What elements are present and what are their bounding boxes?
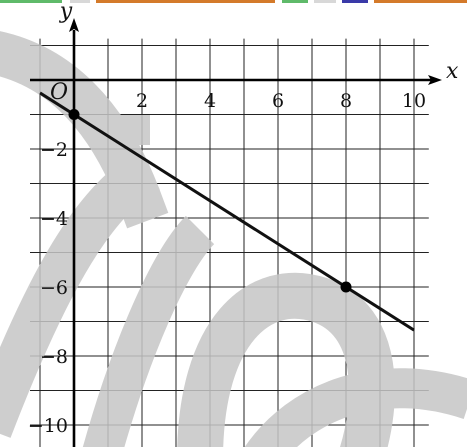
x-axis-label: x [446,59,459,84]
data-point [340,281,352,293]
axes [30,18,442,447]
top-strip-segment [0,0,62,3]
top-color-strip [0,0,467,3]
y-tick-label: −10 [28,415,68,437]
x-tick-label: 2 [136,90,148,112]
top-strip-segment [70,0,90,3]
top-strip-segment [374,0,467,3]
data-points [68,109,352,293]
y-tick-label: −4 [40,208,68,230]
y-tick-label: −6 [40,277,68,299]
x-axis-arrow-icon [428,75,442,85]
origin-label: O [50,80,68,105]
top-strip-segment [96,0,275,3]
series-line [39,91,415,332]
watermark-stroke [82,215,215,447]
data-point [68,109,80,120]
x-tick-label: 10 [402,90,426,112]
series-line-segment [39,91,415,332]
y-tick-label: −8 [40,346,68,368]
x-tick-label: 6 [272,90,284,112]
watermark-stroke [0,150,161,438]
top-strip-segment [342,0,368,3]
x-tick-label: 4 [204,90,216,112]
watermark-stroke [244,368,467,447]
tick-labels: x y O 2 4 6 8 10 −2 −4 −6 −8 −10 [28,0,459,437]
y-axis-label: y [59,0,73,24]
x-tick-label: 8 [340,90,352,112]
watermark [0,31,467,447]
y-axis-arrow-icon [69,18,79,32]
y-tick-label: −2 [40,139,68,161]
top-strip-segment [282,0,308,3]
top-strip-segment [314,0,336,3]
